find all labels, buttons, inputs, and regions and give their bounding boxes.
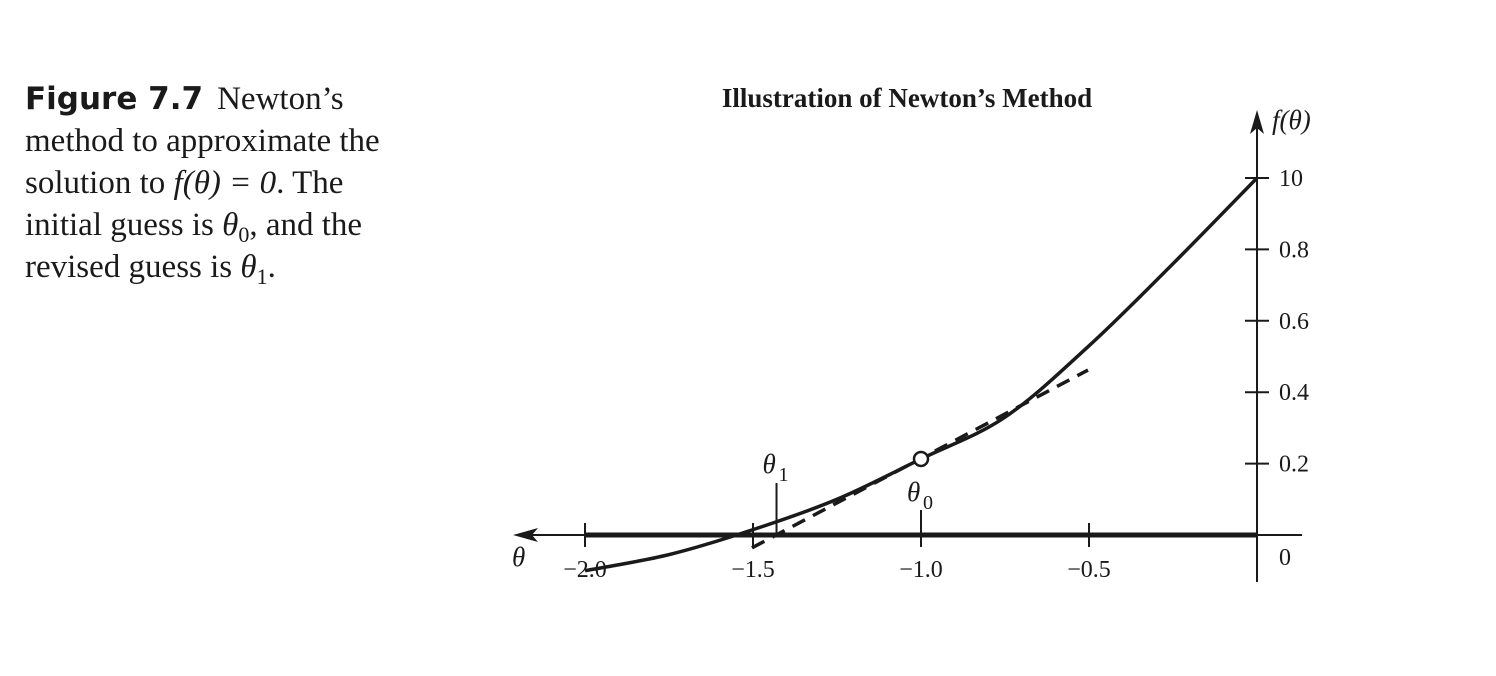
y-tick-label: 0.4 <box>1279 380 1309 406</box>
annotation-label: θ <box>763 449 776 479</box>
y-tick-label: 0.8 <box>1279 237 1309 263</box>
figure-label: Figure 7.7 <box>25 81 204 117</box>
annotation-sub: 0 <box>923 492 933 514</box>
caption-math: f(θ) = 0 <box>173 165 277 201</box>
caption-sub: 1 <box>256 264 268 289</box>
x-axis-arrow <box>513 528 538 542</box>
caption-text: revised guess is <box>25 249 241 285</box>
caption-text: Newton’s <box>217 81 344 117</box>
caption-math: θ <box>240 249 257 285</box>
caption-line: initial guess is θ0, and the <box>25 204 380 246</box>
caption-math: θ <box>222 207 239 243</box>
caption-sub: 0 <box>238 222 250 247</box>
caption-line: revised guess is θ1. <box>25 246 380 288</box>
chart-title: Illustration of Newton’s Method <box>722 83 1092 113</box>
caption-text: . <box>267 249 276 285</box>
y-tick-label: 0.6 <box>1279 309 1309 335</box>
annotation-sub: 1 <box>779 464 789 486</box>
caption-line: method to approximate the <box>25 120 380 162</box>
caption-text: initial guess is <box>25 207 223 243</box>
annotation-label: θ <box>907 477 920 507</box>
caption-text: . The <box>276 165 344 201</box>
y-tick-label: 0.2 <box>1279 452 1309 478</box>
initial-point <box>912 450 930 468</box>
y-tick-label: 0 <box>1279 545 1291 571</box>
x-tick-label: −0.5 <box>1067 557 1111 583</box>
x-tick-label: −1.5 <box>731 557 775 583</box>
caption-line: solution to f(θ) = 0. The <box>25 162 380 204</box>
caption: Figure 7.7 Newton’s method to approximate… <box>25 78 380 288</box>
x-tick-label: −1.0 <box>899 557 943 583</box>
y-axis-arrow <box>1250 110 1264 134</box>
caption-text: , and the <box>249 207 363 243</box>
x-axis-label: θ <box>512 542 525 572</box>
caption-line: Figure 7.7 Newton’s <box>25 78 380 120</box>
y-tick-label: 10 <box>1279 166 1303 192</box>
caption-text: method to approximate the <box>25 123 380 159</box>
caption-text: solution to <box>25 165 174 201</box>
y-axis-label: f(θ) <box>1272 105 1311 135</box>
